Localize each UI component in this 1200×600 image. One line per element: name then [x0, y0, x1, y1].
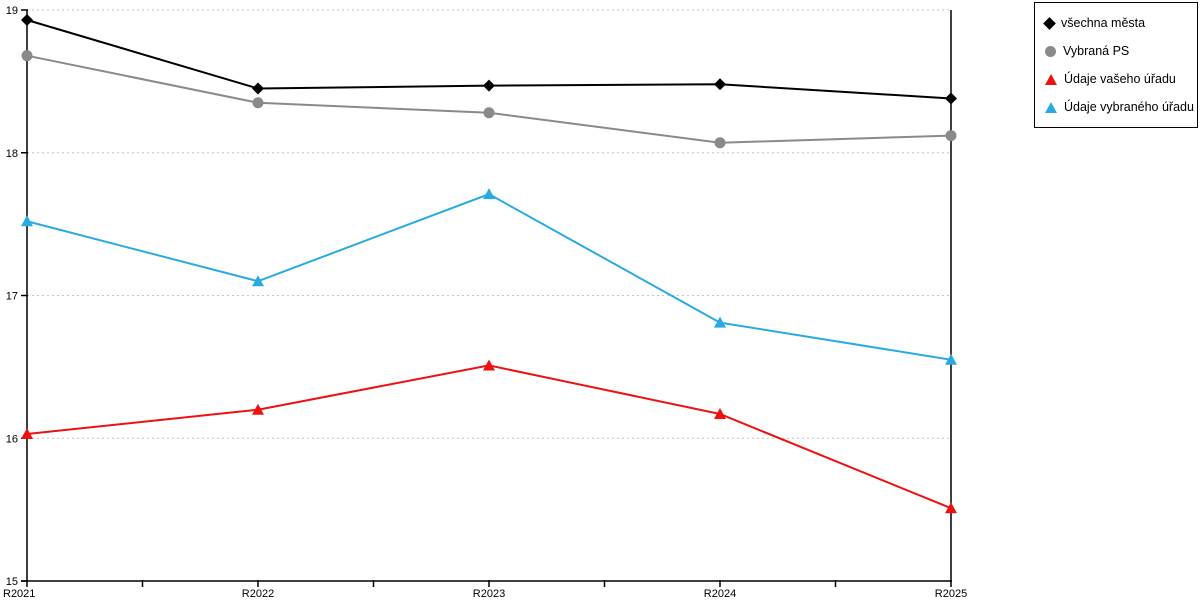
data-point-triangle [21, 427, 33, 439]
data-point-circle [21, 50, 33, 62]
y-tick-label: 18 [6, 148, 18, 160]
legend-item[interactable]: Údaje vašeho úřadu [1045, 65, 1189, 93]
y-tick-label: 17 [6, 291, 18, 303]
legend-marker-diamond-icon [1043, 16, 1056, 30]
legend-label: Údaje vybraného úřadu [1064, 100, 1194, 114]
data-point-diamond [483, 79, 495, 92]
legend-label: Vybraná PS [1063, 44, 1130, 58]
x-tick-label: R2024 [704, 588, 736, 600]
data-point-triangle [714, 407, 726, 419]
data-point-circle [945, 130, 957, 142]
series-line [26, 364, 952, 510]
data-point-triangle [21, 215, 33, 227]
legend-marker-triangle-icon [1045, 73, 1057, 85]
legend-item[interactable]: Vybraná PS [1045, 37, 1189, 65]
legend-marker-triangle-icon [1045, 101, 1057, 113]
data-point-triangle [945, 353, 957, 365]
y-tick-label: 15 [6, 576, 18, 588]
legend-label: všechna města [1061, 16, 1146, 30]
legend-marker-circle-icon [1045, 45, 1056, 57]
y-tick-label: 19 [6, 5, 18, 17]
data-point-triangle [945, 502, 957, 514]
x-tick-label: R2023 [473, 588, 505, 600]
data-point-diamond [945, 92, 957, 105]
data-point-triangle [483, 188, 495, 200]
data-point-diamond [21, 13, 33, 26]
data-point-circle [483, 107, 495, 119]
data-point-circle [252, 97, 264, 109]
x-tick-label: R2022 [242, 588, 274, 600]
data-point-triangle [714, 316, 726, 328]
legend-label: Údaje vašeho úřadu [1064, 72, 1176, 86]
y-tick-label: 16 [6, 433, 18, 445]
series-line [26, 54, 952, 144]
data-point-triangle [252, 275, 264, 287]
data-point-circle [714, 137, 726, 149]
data-point-triangle [252, 403, 264, 415]
data-point-triangle [483, 359, 495, 371]
series-line [26, 193, 952, 361]
x-tick-label: R2025 [935, 588, 967, 600]
data-point-diamond [252, 82, 264, 95]
legend-item[interactable]: Údaje vybraného úřadu [1045, 93, 1194, 121]
legend-item[interactable]: všechna města [1043, 9, 1189, 37]
data-point-diamond [714, 78, 726, 91]
legend: všechna města Vybraná PS Údaje vašeho úřad… [1034, 2, 1198, 128]
x-tick-label: R2021 [3, 588, 35, 600]
